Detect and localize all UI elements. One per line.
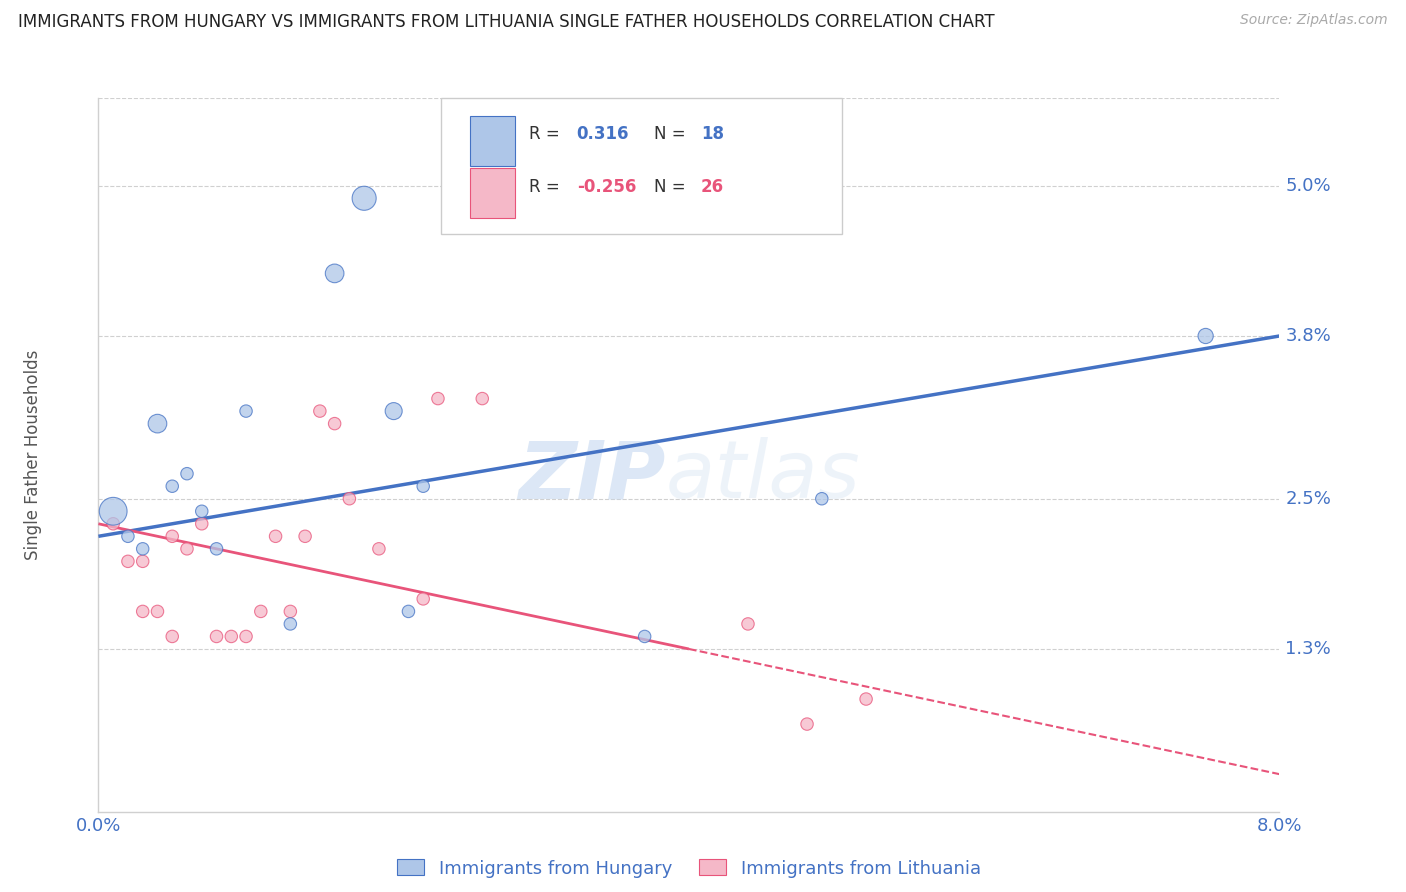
Point	[323, 417, 346, 431]
Point	[117, 554, 139, 568]
Point	[426, 392, 449, 406]
Point	[382, 404, 405, 418]
Text: 3.8%: 3.8%	[1285, 327, 1331, 345]
Text: 26: 26	[700, 178, 724, 196]
Text: R =: R =	[530, 125, 565, 143]
Point	[162, 630, 183, 644]
Point	[353, 191, 375, 205]
Point	[191, 516, 214, 531]
Point	[308, 404, 332, 418]
Legend: Immigrants from Hungary, Immigrants from Lithuania: Immigrants from Hungary, Immigrants from…	[389, 852, 988, 885]
Point	[250, 604, 273, 618]
Point	[737, 616, 759, 631]
Text: Source: ZipAtlas.com: Source: ZipAtlas.com	[1240, 13, 1388, 28]
Point	[205, 630, 228, 644]
Text: 0.316: 0.316	[576, 125, 630, 143]
FancyBboxPatch shape	[441, 98, 842, 234]
Point	[337, 491, 360, 506]
Point	[205, 541, 228, 556]
Point	[117, 529, 139, 543]
Point	[855, 692, 877, 706]
Point	[191, 504, 214, 518]
Point	[633, 630, 655, 644]
Text: N =: N =	[654, 178, 690, 196]
Point	[146, 604, 169, 618]
Point	[412, 591, 434, 606]
Point	[219, 630, 242, 644]
Text: IMMIGRANTS FROM HUNGARY VS IMMIGRANTS FROM LITHUANIA SINGLE FATHER HOUSEHOLDS CO: IMMIGRANTS FROM HUNGARY VS IMMIGRANTS FR…	[18, 13, 995, 31]
Point	[412, 479, 434, 493]
Point	[235, 404, 257, 418]
Text: 5.0%: 5.0%	[1285, 177, 1331, 194]
Text: 1.3%: 1.3%	[1285, 640, 1331, 658]
Point	[278, 616, 301, 631]
Text: -0.256: -0.256	[576, 178, 636, 196]
Point	[103, 516, 124, 531]
Point	[146, 417, 169, 431]
Point	[294, 529, 316, 543]
Point	[103, 504, 124, 518]
Point	[323, 266, 346, 280]
Point	[132, 604, 155, 618]
FancyBboxPatch shape	[471, 116, 516, 166]
Point	[162, 479, 183, 493]
FancyBboxPatch shape	[471, 168, 516, 218]
Point	[176, 467, 198, 481]
Point	[396, 604, 419, 618]
Text: atlas: atlas	[665, 437, 860, 516]
Point	[810, 491, 832, 506]
Point	[796, 717, 818, 731]
Point	[132, 541, 155, 556]
Text: R =: R =	[530, 178, 565, 196]
Point	[278, 604, 301, 618]
Point	[264, 529, 287, 543]
Text: N =: N =	[654, 125, 690, 143]
Point	[235, 630, 257, 644]
Text: 18: 18	[700, 125, 724, 143]
Point	[162, 529, 183, 543]
Point	[176, 541, 198, 556]
Text: ZIP: ZIP	[517, 437, 665, 516]
Point	[367, 541, 389, 556]
Point	[132, 554, 155, 568]
Text: Single Father Households: Single Father Households	[24, 350, 42, 560]
Point	[1194, 329, 1216, 343]
Point	[471, 392, 494, 406]
Text: 2.5%: 2.5%	[1285, 490, 1331, 508]
